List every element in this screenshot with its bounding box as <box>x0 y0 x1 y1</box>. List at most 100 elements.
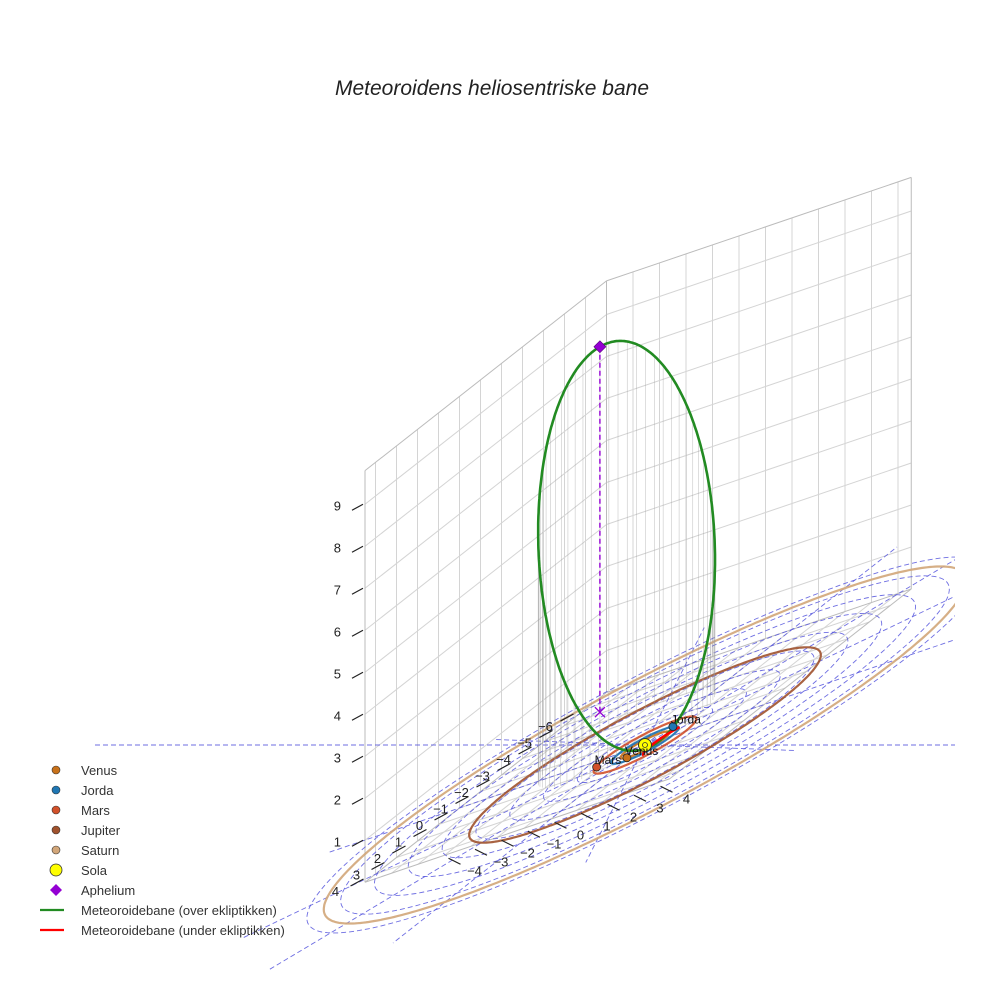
grid-line <box>364 524 607 715</box>
grid-line <box>364 566 607 757</box>
x-tick-label: −1 <box>433 802 448 817</box>
z-tick-label: 4 <box>334 708 341 723</box>
z-tick-mark <box>351 755 364 763</box>
z-tick-mark <box>351 797 364 805</box>
x-tick-mark <box>497 762 511 772</box>
planet-label-mars: Mars <box>595 753 622 767</box>
grid-edge <box>606 588 912 693</box>
grid-line <box>364 650 607 841</box>
grid-line <box>364 314 607 505</box>
legend-marker <box>51 845 61 855</box>
grid-line <box>417 737 723 842</box>
y-tick-mark <box>501 839 514 847</box>
y-tick-label: 4 <box>683 791 690 806</box>
x-tick-label: −5 <box>517 736 532 751</box>
planet-label-venus: Venus <box>625 744 658 758</box>
ecliptic-spoke <box>644 595 955 746</box>
chart-title: Meteoroidens heliosentriske bane <box>335 77 649 100</box>
legend-item: Sola <box>49 863 108 878</box>
grid-line <box>606 504 912 609</box>
y-tick-mark <box>474 848 488 856</box>
z-tick-label: 1 <box>334 834 341 849</box>
grid-edge <box>606 176 912 282</box>
legend-label: Mars <box>81 803 110 818</box>
x-tick-mark <box>413 828 427 838</box>
grid-line <box>364 482 607 673</box>
ecliptic-spoke <box>644 546 898 746</box>
orbit-jorda <box>610 725 680 765</box>
ecliptic-spoke <box>644 627 705 746</box>
grid-line <box>606 420 912 525</box>
axes-grid <box>364 176 912 883</box>
legend-marker <box>50 884 62 896</box>
x-tick-mark <box>455 795 469 805</box>
grid-edge <box>364 692 607 883</box>
legend-item: Jupiter <box>51 823 121 838</box>
x-tick-mark <box>434 812 448 821</box>
grid-line <box>364 440 607 631</box>
y-tick-mark <box>660 785 673 793</box>
y-tick-label: 3 <box>656 800 663 815</box>
ecliptic-spoke <box>392 744 646 944</box>
legend-label: Aphelium <box>81 883 135 898</box>
ecliptic-spoke <box>585 744 646 863</box>
y-tick-mark <box>448 857 461 865</box>
legend-label: Meteoroidebane (over ekliptikken) <box>81 903 277 918</box>
z-tick-label: 5 <box>334 666 341 681</box>
legend-label: Sola <box>81 863 108 878</box>
legend-marker <box>51 785 61 795</box>
y-tick-mark <box>580 812 594 820</box>
grid-edge <box>364 280 607 472</box>
legend-marker <box>49 863 63 877</box>
legend-label: Jorda <box>81 783 114 798</box>
legend-marker <box>51 805 61 815</box>
y-tick-label: −3 <box>494 854 509 869</box>
x-tick-mark <box>518 746 532 755</box>
z-tick-label: 9 <box>334 498 341 513</box>
x-tick-label: 4 <box>332 884 339 899</box>
y-tick-label: 2 <box>630 809 637 824</box>
orbit-saturn <box>322 565 955 925</box>
x-tick-mark <box>560 713 574 722</box>
grid-line <box>522 654 828 759</box>
z-tick-mark <box>351 545 364 553</box>
y-tick-mark <box>527 830 541 838</box>
x-tick-label: 2 <box>374 851 381 866</box>
grid-line <box>501 671 807 776</box>
legend-label: Saturn <box>81 843 119 858</box>
legend-label: Venus <box>81 763 118 778</box>
ecliptic-spoke <box>644 559 955 746</box>
y-tick-label: −1 <box>547 836 562 851</box>
grid-line <box>606 546 912 651</box>
legend-item: Saturn <box>51 843 119 858</box>
legend-label: Jupiter <box>81 823 121 838</box>
ecliptic-spoke <box>243 744 646 938</box>
grid-line <box>364 608 607 799</box>
z-tick-mark <box>351 839 364 847</box>
x-tick-mark <box>371 861 385 871</box>
orbit-segment-below <box>641 725 681 757</box>
ecliptic-spoke <box>267 744 646 971</box>
x-tick-label: −4 <box>496 752 511 767</box>
z-tick-label: 8 <box>334 540 341 555</box>
x-tick-mark <box>476 779 490 788</box>
y-tick-label: 1 <box>603 818 610 833</box>
legend-item: Venus <box>51 763 118 778</box>
aphelion-foot-marker <box>594 706 606 718</box>
grid-line <box>606 252 912 357</box>
ecliptic-spoke <box>495 739 646 746</box>
x-tick-mark <box>539 729 553 739</box>
grid-line <box>606 462 912 567</box>
sun-marker <box>638 738 652 752</box>
y-tick-mark <box>607 803 620 811</box>
z-tick-mark <box>351 587 364 595</box>
z-tick-mark <box>351 713 364 721</box>
grid-line <box>364 356 607 547</box>
planet-marker-venus <box>622 753 632 763</box>
legend-label: Meteoroidebane (under ekliptikken) <box>81 923 285 938</box>
y-tick-mark <box>633 794 647 802</box>
legend-item: Meteoroidebane (under ekliptikken) <box>40 923 285 938</box>
x-tick-label: 1 <box>395 835 402 850</box>
